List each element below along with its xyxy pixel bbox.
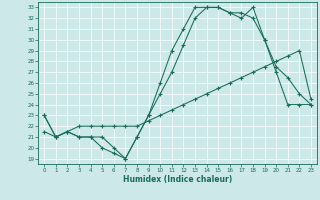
X-axis label: Humidex (Indice chaleur): Humidex (Indice chaleur) <box>123 175 232 184</box>
